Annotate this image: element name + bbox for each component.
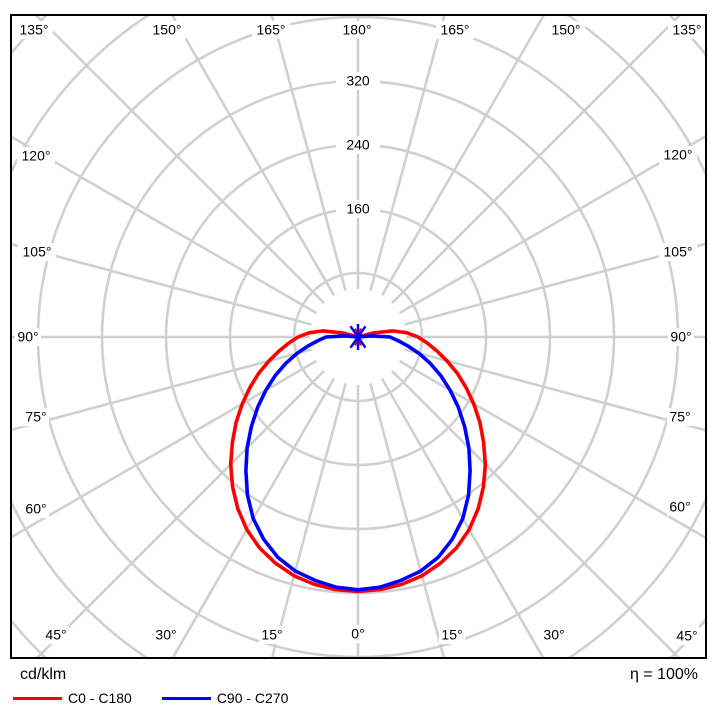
radial-axis-labels: 160 240 320 xyxy=(336,72,380,218)
angle-label-bg xyxy=(541,626,567,644)
angle-axis-label: 150° xyxy=(552,22,581,38)
angle-axis-label: 15° xyxy=(261,627,282,643)
grid-spoke xyxy=(12,348,312,432)
angle-label-bg xyxy=(674,627,700,645)
grid-spoke xyxy=(171,16,336,297)
angle-label-bg xyxy=(667,408,693,426)
footer-annotations: cd/klm η = 100% xyxy=(20,666,698,684)
radial-label-bg xyxy=(336,72,380,90)
angle-label-bg xyxy=(17,147,55,165)
angle-axis-label: 135° xyxy=(20,22,49,38)
grid-spoke xyxy=(404,348,705,432)
radial-axis-label: 240 xyxy=(346,137,370,153)
angle-axis-label: 135° xyxy=(673,22,702,38)
grid-spoke xyxy=(270,16,347,291)
grid-spoke xyxy=(398,359,705,539)
radial-label-bg xyxy=(336,200,380,218)
angle-label-bg xyxy=(667,498,693,516)
grid-spoke xyxy=(12,359,318,539)
angle-axis-label: 0° xyxy=(351,626,364,642)
angle-label-bg xyxy=(18,243,56,261)
angle-label-bg xyxy=(23,408,49,426)
angle-axis-label: 60° xyxy=(669,499,690,515)
grid-spoke xyxy=(12,135,318,315)
angle-label-bg xyxy=(148,21,186,39)
angle-label-bg xyxy=(252,21,290,39)
angle-label-bg xyxy=(153,626,179,644)
curve-c90-c270 xyxy=(244,334,472,592)
grid-spoke xyxy=(404,242,705,326)
curves xyxy=(228,329,488,594)
angle-label-bg xyxy=(436,21,474,39)
angle-axis-label: 105° xyxy=(664,244,693,260)
angle-axis-labels: 180° 165° 165° 150° 150° 135° 135° 120° 120° 105°… xyxy=(15,21,706,645)
radial-axis-label: 160 xyxy=(346,201,370,217)
legend-item-c90-c270: C90 - C270 xyxy=(161,690,289,706)
angle-axis-label: 150° xyxy=(153,22,182,38)
grid-spoke xyxy=(380,16,545,297)
legend-label: C0 - C180 xyxy=(68,690,132,706)
angle-axis-label: 90° xyxy=(670,329,691,345)
center-marker-ray xyxy=(349,325,367,349)
center-marker xyxy=(349,324,367,350)
angle-label-bg xyxy=(23,500,49,518)
angle-axis-label: 105° xyxy=(23,244,52,260)
chart-frame xyxy=(10,14,707,659)
angle-label-bg xyxy=(659,146,697,164)
grid-spoke xyxy=(369,383,446,657)
angle-axis-label: 15° xyxy=(441,627,462,643)
angle-label-bg xyxy=(668,21,706,39)
angle-label-bg xyxy=(15,21,53,39)
angle-axis-label: 180° xyxy=(343,22,372,38)
angle-label-bg xyxy=(338,21,376,39)
angle-axis-label: 120° xyxy=(22,148,51,164)
angle-axis-label: 45° xyxy=(676,628,697,644)
angle-axis-label: 165° xyxy=(441,22,470,38)
grid-spoke xyxy=(369,16,446,291)
radial-label-bg xyxy=(336,136,380,154)
angle-axis-label: 30° xyxy=(543,627,564,643)
legend-item-c0-c180: C0 - C180 xyxy=(13,690,132,706)
angle-label-bg xyxy=(345,625,371,643)
angle-label-bg xyxy=(668,328,694,346)
angle-label-bg xyxy=(439,626,465,644)
grid-spoke xyxy=(171,377,336,657)
units-label: cd/klm xyxy=(20,666,67,683)
angle-axis-label: 30° xyxy=(155,627,176,643)
legend-label: C90 - C270 xyxy=(216,690,289,706)
angle-label-bg xyxy=(15,328,41,346)
angle-axis-label: 90° xyxy=(17,329,38,345)
legend: C0 - C180 C90 - C270 xyxy=(13,690,318,706)
angle-axis-label: 45° xyxy=(45,627,66,643)
grid-spoke xyxy=(380,377,545,657)
legend-swatch xyxy=(13,696,62,700)
angle-axis-label: 75° xyxy=(25,409,46,425)
grid-spoke xyxy=(12,242,312,326)
angle-label-bg xyxy=(43,626,69,644)
radial-axis-label: 320 xyxy=(346,73,370,89)
angle-label-bg xyxy=(659,243,697,261)
grid-spoke xyxy=(398,135,705,315)
angle-axis-label: 165° xyxy=(257,22,286,38)
grid-spoke xyxy=(270,383,347,657)
angle-label-bg xyxy=(259,626,285,644)
grid-spoke xyxy=(36,370,325,657)
angle-axis-label: 75° xyxy=(669,409,690,425)
legend-swatch xyxy=(161,696,211,700)
efficiency-label: η = 100% xyxy=(629,666,698,683)
angle-axis-label: 120° xyxy=(664,147,693,163)
angle-label-bg xyxy=(547,21,585,39)
grid-spoke xyxy=(391,370,680,657)
angle-axis-label: 60° xyxy=(25,501,46,517)
